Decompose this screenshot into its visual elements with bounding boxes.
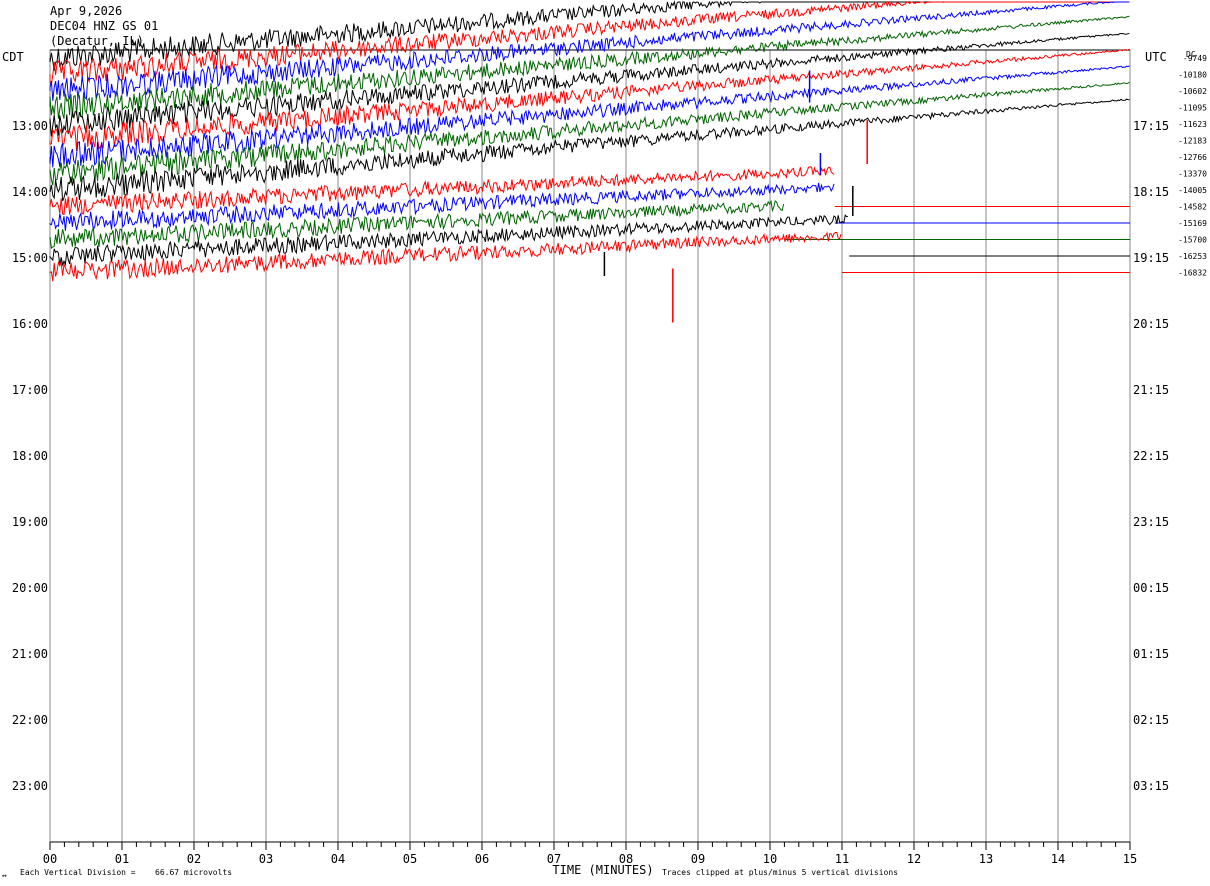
x-tick-label-13: 13 (979, 852, 993, 866)
left-hour-label-3: 16:00 (12, 317, 48, 331)
dc-value-2: -10602 (1178, 87, 1207, 96)
x-tick-label-08: 08 (619, 852, 633, 866)
corner-mark: ↔ (2, 871, 7, 880)
header-station: DEC04 HNZ GS 01 (50, 19, 159, 33)
x-tick-label-14: 14 (1051, 852, 1065, 866)
trace-2 (49, 1, 1130, 101)
x-tick-label-03: 03 (259, 852, 273, 866)
x-tick-label-01: 01 (115, 852, 129, 866)
header-date: Apr 9,2026 (50, 4, 123, 18)
dc-value-12: -16253 (1178, 252, 1207, 261)
trace-9 (49, 166, 835, 216)
trace-13 (49, 231, 842, 282)
left-hour-label-8: 21:00 (12, 647, 48, 661)
right-hour-label-5: 22:15 (1133, 449, 1169, 463)
trace-3 (49, 15, 1130, 119)
dc-value-5: -12183 (1178, 137, 1207, 146)
left-hour-label-6: 19:00 (12, 515, 48, 529)
dc-value-7: -13370 (1178, 170, 1207, 179)
footer-division-value: 66.67 microvolts (155, 868, 232, 877)
right-hour-label-7: 00:15 (1133, 581, 1169, 595)
footer-clip-note: Traces clipped at plus/minus 5 vertical … (662, 868, 898, 877)
dc-value-0: -9749 (1183, 54, 1207, 63)
x-tick-label-00: 00 (43, 852, 57, 866)
left-hour-label-5: 18:00 (12, 449, 48, 463)
right-hour-label-3: 20:15 (1133, 317, 1169, 331)
trace-5 (49, 48, 1130, 151)
right-hour-label-4: 21:15 (1133, 383, 1169, 397)
left-hour-label-10: 23:00 (12, 779, 48, 793)
trace-0 (49, 0, 1130, 71)
left-hour-label-9: 22:00 (12, 713, 48, 727)
dc-value-10: -15169 (1178, 219, 1207, 228)
left-hour-label-1: 14:00 (12, 185, 48, 199)
dc-value-9: -14582 (1178, 203, 1207, 212)
right-hour-label-10: 03:15 (1133, 779, 1169, 793)
dc-label: DC (1186, 50, 1196, 59)
left-hour-label-0: 13:00 (12, 119, 48, 133)
trace-4 (49, 32, 1130, 137)
dc-value-8: -14005 (1178, 186, 1207, 195)
right-hour-label-6: 23:15 (1133, 515, 1169, 529)
dc-value-3: -11095 (1178, 104, 1207, 113)
footer-division-label: Each Vertical Division = (20, 868, 136, 877)
trace-6 (49, 65, 1130, 168)
x-tick-label-05: 05 (403, 852, 417, 866)
x-tick-label-07: 07 (547, 852, 561, 866)
x-tick-label-04: 04 (331, 852, 345, 866)
x-tick-label-10: 10 (763, 852, 777, 866)
dc-value-6: -12766 (1178, 153, 1207, 162)
x-tick-label-15: 15 (1123, 852, 1137, 866)
right-hour-label-2: 19:15 (1133, 251, 1169, 265)
x-tick-label-06: 06 (475, 852, 489, 866)
dc-value-11: -15700 (1178, 236, 1207, 245)
trace-8 (49, 98, 1130, 202)
dc-value-13: -16832 (1178, 269, 1207, 278)
right-hour-label-1: 18:15 (1133, 185, 1169, 199)
trace-11 (49, 199, 785, 250)
x-tick-label-02: 02 (187, 852, 201, 866)
left-hour-label-7: 20:00 (12, 581, 48, 595)
x-tick-label-12: 12 (907, 852, 921, 866)
right-hour-label-8: 01:15 (1133, 647, 1169, 661)
trace-10 (49, 182, 835, 232)
right-hour-label-0: 17:15 (1133, 119, 1169, 133)
left-axis-label: CDT (2, 50, 24, 64)
left-hour-label-2: 15:00 (12, 251, 48, 265)
x-axis-title: TIME (MINUTES) (552, 863, 653, 877)
trace-7 (49, 81, 1130, 186)
right-hour-label-9: 02:15 (1133, 713, 1169, 727)
x-tick-label-11: 11 (835, 852, 849, 866)
trace-12 (49, 214, 849, 267)
left-hour-label-4: 17:00 (12, 383, 48, 397)
x-tick-label-09: 09 (691, 852, 705, 866)
right-axis-label: UTC (1145, 50, 1167, 64)
dc-value-1: -10180 (1178, 71, 1207, 80)
dc-value-4: -11623 (1178, 120, 1207, 129)
